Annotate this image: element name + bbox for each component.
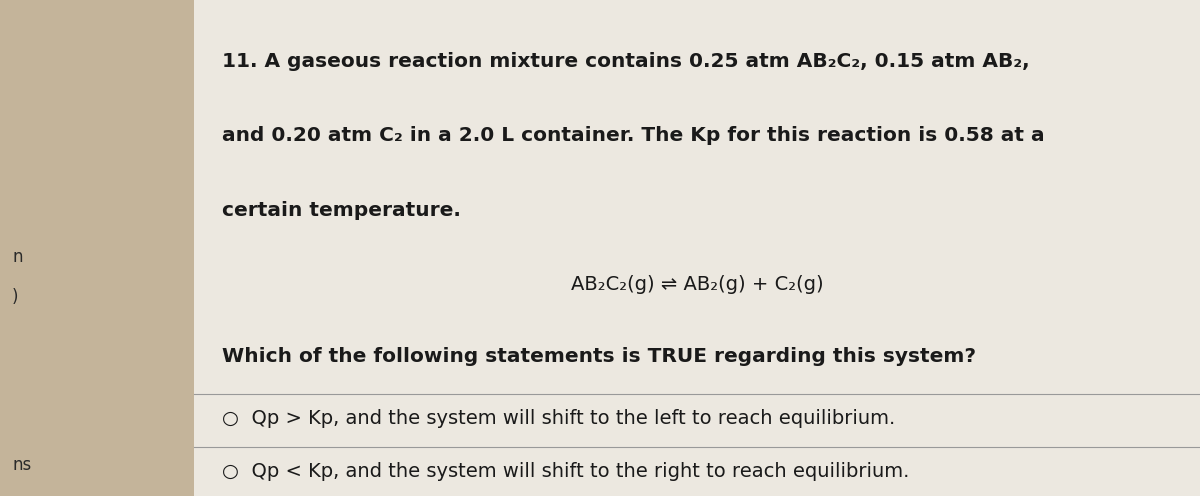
Text: n: n (12, 248, 23, 266)
Text: ): ) (12, 288, 18, 306)
Text: ○  Qp < Kp, and the system will shift to the right to reach equilibrium.: ○ Qp < Kp, and the system will shift to … (222, 462, 910, 481)
Text: 11. A gaseous reaction mixture contains 0.25 atm AB₂C₂, 0.15 atm AB₂,: 11. A gaseous reaction mixture contains … (222, 52, 1030, 71)
Text: certain temperature.: certain temperature. (222, 201, 461, 220)
Text: AB₂C₂(g) ⇌ AB₂(g) + C₂(g): AB₂C₂(g) ⇌ AB₂(g) + C₂(g) (571, 275, 823, 294)
Text: and 0.20 atm C₂ in a 2.0 L container. The Kp for this reaction is 0.58 at a: and 0.20 atm C₂ in a 2.0 L container. Th… (222, 126, 1045, 145)
Bar (0, 0, 194, 496)
Text: ns: ns (12, 456, 31, 474)
Text: Which of the following statements is TRUE regarding this system?: Which of the following statements is TRU… (222, 347, 976, 366)
Bar (194, 0, 1200, 496)
Text: ○  Qp > Kp, and the system will shift to the left to reach equilibrium.: ○ Qp > Kp, and the system will shift to … (222, 409, 895, 428)
